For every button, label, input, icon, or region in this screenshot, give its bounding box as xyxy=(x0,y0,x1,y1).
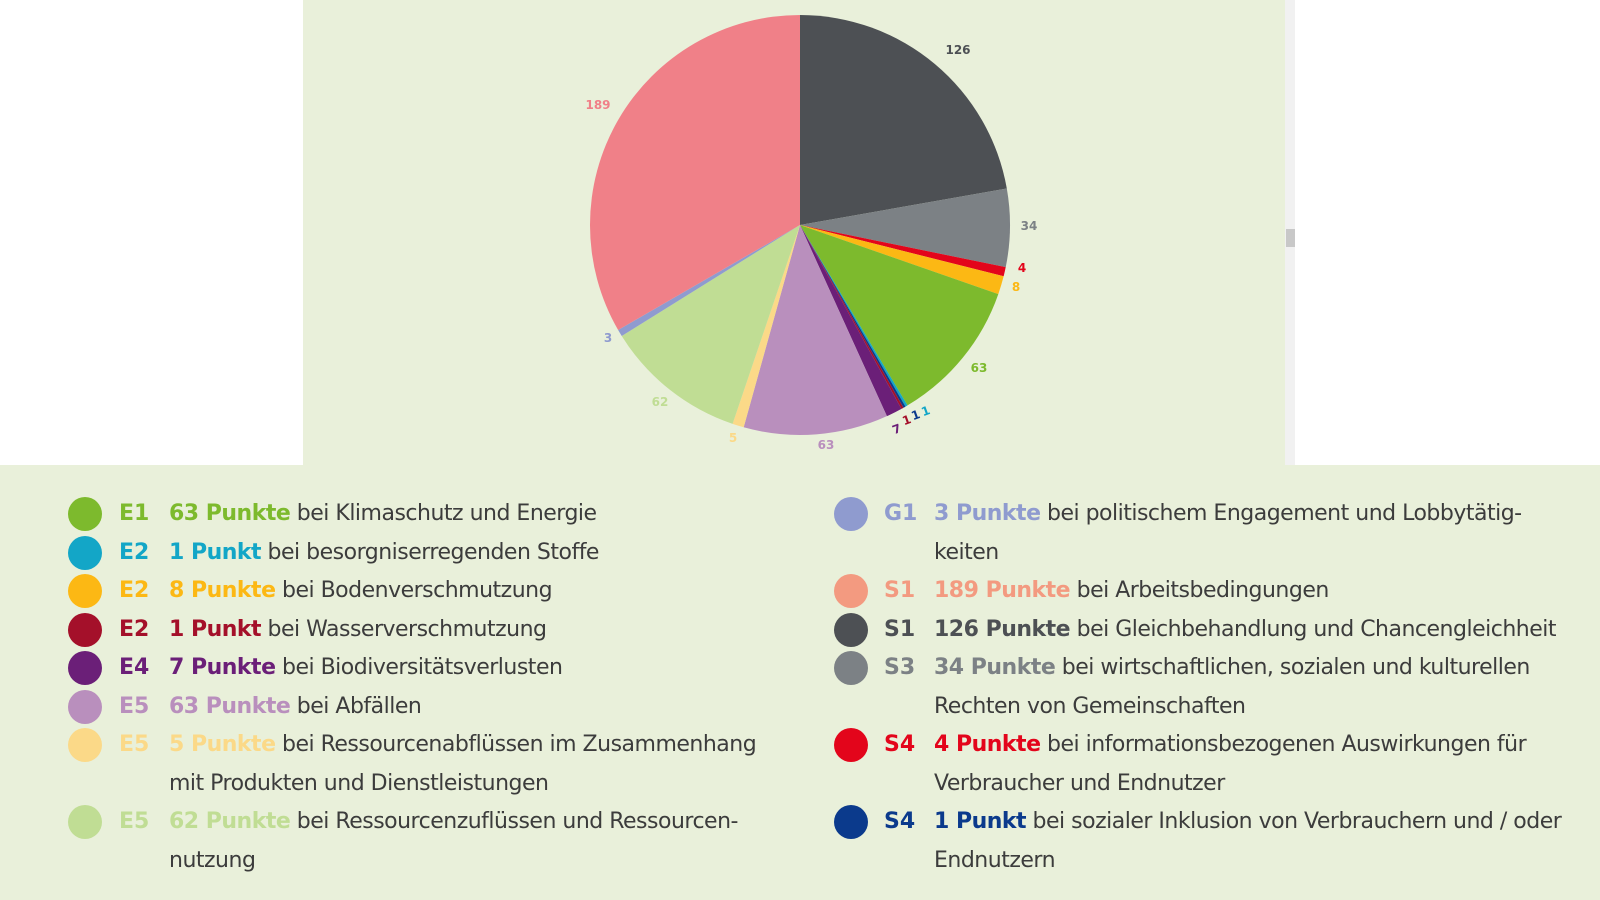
legend-points: 34 Punkte xyxy=(934,655,1056,680)
legend-panel: E1 63 Punkte bei Klimaschutz und Energie E… xyxy=(0,465,1600,900)
pie-slice-label: 7 xyxy=(890,421,903,437)
legend-description: 62 Punkte bei Ressourcenzuflüssen und Re… xyxy=(169,803,789,880)
legend-color-dot xyxy=(834,612,868,647)
pie-slice-s1-13[interactable] xyxy=(589,14,800,330)
legend-description: 8 Punkte bei Bodenverschmutzung xyxy=(169,572,789,611)
pie-slice-label: 126 xyxy=(945,43,970,57)
legend-points: 63 Punkte xyxy=(169,501,291,526)
legend-description: 1 Punkt bei sozialer Inklusion von Verbr… xyxy=(934,803,1569,880)
legend-code: E1 xyxy=(119,501,150,526)
legend-rest: bei besorgniserregenden Stoffe xyxy=(261,539,600,565)
legend-code: E5 xyxy=(119,809,150,834)
legend-points: 189 Punkte xyxy=(934,578,1071,603)
legend-color-dot xyxy=(68,728,102,762)
legend-code: S1 xyxy=(884,616,916,642)
pie-slice-e5-10[interactable] xyxy=(732,225,800,428)
legend-code: S4 xyxy=(884,732,916,757)
legend-rest: bei Wasserverschmutzung xyxy=(261,616,547,642)
legend-points: 1 Punkt xyxy=(169,539,262,565)
legend-description: 5 Punkte bei Ressourcenabflüssen im Zusa… xyxy=(169,726,789,803)
pie-slice-g1-12[interactable] xyxy=(618,225,800,336)
legend-color-dot xyxy=(834,651,868,685)
legend-rest: bei Abfällen xyxy=(290,693,422,719)
legend-color-dot xyxy=(834,805,868,839)
legend-color-dot xyxy=(68,497,102,531)
pie-slice-label: 62 xyxy=(652,395,669,409)
legend-color-dot xyxy=(68,805,102,839)
legend-code: E2 xyxy=(119,578,150,603)
pie-slice-label: 63 xyxy=(971,361,988,375)
pie-slice-s1-0[interactable] xyxy=(800,14,1007,225)
legend-points: 63 Punkte xyxy=(169,693,291,719)
legend-points: 8 Punkte xyxy=(169,578,276,603)
legend-code: E2 xyxy=(119,616,150,642)
legend-color-dot xyxy=(68,612,102,647)
scrollbar-thumb[interactable] xyxy=(1286,229,1295,247)
legend-code: E2 xyxy=(119,539,150,565)
pie-slice-label: 34 xyxy=(1021,219,1038,233)
pie-slice-e2-5[interactable] xyxy=(800,225,908,407)
legend-code: E5 xyxy=(119,732,150,757)
pie-slice-s3-1[interactable] xyxy=(800,188,1011,268)
pie-slice-e2-3[interactable] xyxy=(800,225,1004,295)
legend-color-dot xyxy=(68,574,102,608)
legend-points: 1 Punkt xyxy=(169,616,262,642)
legend-points: 7 Punkte xyxy=(169,655,276,680)
legend-rest: bei wirtschaftlichen, sozialen und kultu… xyxy=(934,655,1530,719)
legend-rest: bei Biodiversitätsverlusten xyxy=(275,655,563,680)
pie-slice-s4-2[interactable] xyxy=(800,225,1006,277)
legend-points: 3 Punkte xyxy=(934,501,1041,526)
legend-rest: bei Bodenverschmutzung xyxy=(275,578,553,603)
legend-description: 1 Punkt bei Wasserverschmutzung xyxy=(169,611,789,650)
legend-points: 4 Punkte xyxy=(934,732,1041,757)
legend-code: S4 xyxy=(884,809,916,834)
legend-description: 126 Punkte bei Gleichbehandlung und Chan… xyxy=(934,611,1569,650)
legend-description: 34 Punkte bei wirtschaftlichen, sozialen… xyxy=(934,649,1569,726)
legend-rest: bei informationsbezogenen Auswirkungen f… xyxy=(934,732,1527,796)
legend-description: 4 Punkte bei informationsbezogenen Auswi… xyxy=(934,726,1569,803)
pie-slice-e2-7[interactable] xyxy=(800,225,904,409)
legend-rest: bei politischem Engagement und Lobbytäti… xyxy=(934,501,1522,565)
pie-slice-label: 1 xyxy=(919,403,932,419)
legend-description: 63 Punkte bei Klimaschutz und Energie xyxy=(169,495,789,534)
legend-code: S3 xyxy=(884,655,916,680)
legend-rest: bei Ressourcenzuflüssen und Ressourcen-n… xyxy=(169,809,738,873)
legend-code: E5 xyxy=(119,693,150,719)
legend-color-dot xyxy=(834,728,868,762)
legend-description: 63 Punkte bei Abfällen xyxy=(169,688,789,727)
legend-rest: bei sozialer Inklusion von Verbrauchern … xyxy=(934,809,1562,873)
pie-slice-label: 63 xyxy=(818,438,835,452)
pie-slice-label: 5 xyxy=(729,431,737,445)
legend-description: 3 Punkte bei politischem Engagement und … xyxy=(934,495,1569,572)
legend-color-dot xyxy=(68,651,102,685)
pie-slice-e1-4[interactable] xyxy=(800,225,999,406)
legend-rest: bei Arbeitsbedingungen xyxy=(1070,578,1330,603)
legend-color-dot xyxy=(68,535,102,570)
legend-points: 1 Punkt xyxy=(934,809,1027,834)
legend-color-dot xyxy=(834,574,868,608)
pie-slice-label: 189 xyxy=(585,98,610,112)
pie-slice-e5-9[interactable] xyxy=(743,225,887,436)
pie-slice-label: 8 xyxy=(1012,280,1020,294)
pie-slice-label: 4 xyxy=(1018,261,1026,275)
legend-points: 62 Punkte xyxy=(169,809,291,834)
legend-description: 7 Punkte bei Biodiversitätsverlusten xyxy=(169,649,789,688)
legend-code: S1 xyxy=(884,578,916,603)
legend-rest: bei Gleichbehandlung und Chancengleichhe… xyxy=(1070,616,1557,642)
pie-slice-label: 3 xyxy=(604,331,612,345)
legend-description: 189 Punkte bei Arbeitsbedingungen xyxy=(934,572,1569,611)
legend-points: 126 Punkte xyxy=(934,616,1071,642)
pie-slice-e5-11[interactable] xyxy=(621,225,800,424)
legend-color-dot xyxy=(68,689,102,724)
pie-slice-e4-8[interactable] xyxy=(800,225,902,417)
legend-rest: bei Ressourcenabflüssen im Zusammenhang … xyxy=(169,732,757,796)
pie-slice-s4-6[interactable] xyxy=(800,225,906,408)
legend-code: G1 xyxy=(884,501,918,526)
legend-description: 1 Punkt bei besorgniserregenden Stoffe xyxy=(169,534,789,573)
legend-code: E4 xyxy=(119,655,150,680)
legend-points: 5 Punkte xyxy=(169,732,276,757)
legend-rest: bei Klimaschutz und Energie xyxy=(290,501,597,526)
legend-color-dot xyxy=(834,497,868,531)
